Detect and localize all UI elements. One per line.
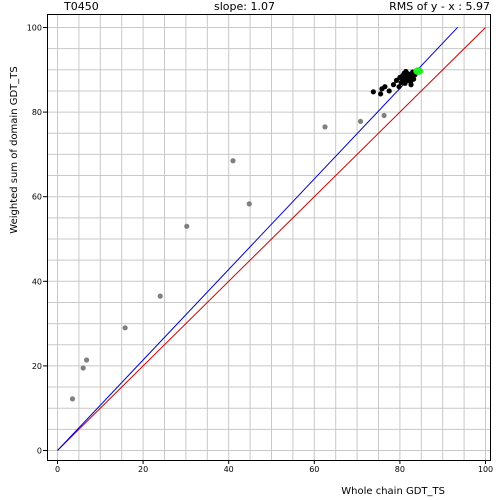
plot-frame [47,14,491,461]
x-tick-label: 80 [395,465,405,474]
x-tick-label: 40 [224,465,234,474]
target-id-label: T0450 [64,0,99,13]
data-point-gray [184,223,190,229]
x-tick-label: 60 [309,465,319,474]
y-tick-label: 20 [32,362,42,371]
data-points [69,67,424,402]
diagonal-line [57,27,486,451]
y-tick-label: 40 [32,277,42,286]
y-tick-label: 80 [32,108,42,117]
x-tick-label: 20 [138,465,148,474]
grid [47,14,490,460]
data-point-gray [357,118,364,125]
rms-label: RMS of y - x : 5.97 [389,0,490,13]
data-point-gray [84,357,90,363]
y-tick-label: 60 [32,193,42,202]
data-point-gray [69,396,76,402]
data-point-gray [157,293,163,299]
x-tick-label: 100 [478,465,493,474]
data-point-black [410,76,417,82]
data-point-black [390,82,397,88]
data-point-gray [122,325,128,331]
data-point-gray [381,112,387,119]
data-point-black [403,68,409,75]
axis-ticks: 0 20 40 60 80 100 0 20 40 60 80 100 [27,24,493,475]
data-point-gray [246,201,252,207]
data-point-gray [80,365,86,371]
y-tick-label: 100 [27,24,42,33]
data-point-black [396,84,402,90]
y-axis-label: Weighted sum of domain GDT_TS [9,66,20,233]
data-point-black [378,91,384,97]
data-point-highlight [413,67,424,75]
chart-header: T0450 slope: 1.07 RMS of y - x : 5.97 [0,0,500,14]
reference-lines [57,26,486,451]
fit-line [57,26,459,451]
x-axis-label: Whole chain GDT_TS [341,486,445,497]
data-point-black [382,84,388,90]
data-point-black [370,89,376,95]
x-tick-label: 0 [55,465,60,474]
data-point-black [393,77,400,83]
slope-label: slope: 1.07 [214,0,275,13]
data-point-gray [322,124,328,130]
y-tick-label: 0 [37,447,42,456]
data-point-black [408,82,414,88]
data-point-black [386,88,392,94]
data-point-gray [230,158,236,164]
